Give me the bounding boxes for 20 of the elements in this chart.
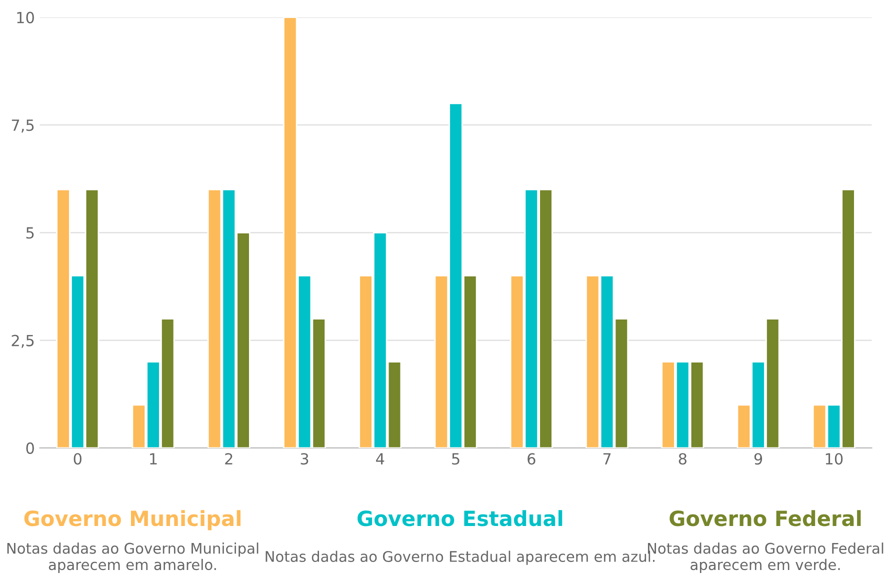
text: Governo Estadual — [358, 510, 562, 526]
text: Governo Federal — [670, 510, 861, 526]
y-tick-label: 0 — [26, 442, 34, 454]
x-tick-label: 7 — [603, 453, 611, 464]
text: Notas dadas ao Governo Municipal aparecem em amarelo. — [7, 542, 258, 573]
x-tick-label: 4 — [376, 453, 384, 464]
x-tick-label: 2 — [225, 453, 232, 464]
x-tick-label: 1 — [150, 453, 157, 464]
x-tick-label: 8 — [678, 453, 686, 465]
x-tick-label: 9 — [754, 453, 762, 465]
y-tick-label: 7,5 — [12, 120, 34, 133]
x-tick-label: 5 — [452, 453, 460, 465]
x-tick-label: 10 — [826, 453, 843, 465]
x-tick-label: 6 — [528, 453, 536, 465]
text: Governo Municipal — [24, 510, 240, 530]
x-tick-label: 0 — [74, 453, 82, 465]
y-tick-label: 2,5 — [12, 334, 34, 348]
y-tick-label: 5 — [26, 227, 34, 239]
y-tick-label: 10 — [17, 12, 34, 24]
x-tick-label: 3 — [300, 453, 308, 465]
